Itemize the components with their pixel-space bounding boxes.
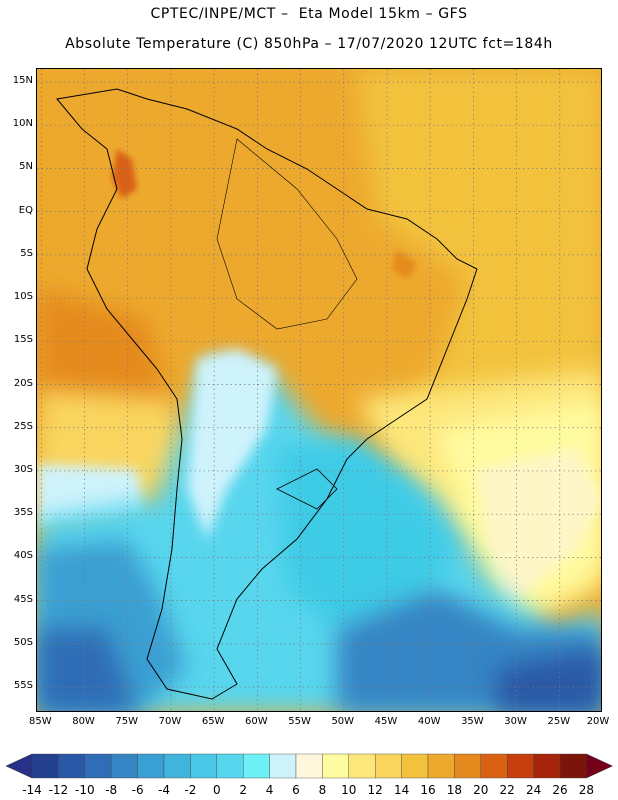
colorbar-swatch-18 [507, 753, 534, 779]
colorbar-arrow-high [586, 753, 613, 779]
lat-label-35S: 35S [13, 507, 33, 519]
colorbar-swatch-10 [295, 753, 323, 779]
colorbar-label-13: 12 [367, 783, 383, 797]
colorbar-label-16: 18 [446, 783, 463, 797]
colorbar-swatch-14 [401, 753, 429, 779]
colorbar-swatch-5 [163, 753, 191, 779]
lat-label-20S: 20S [13, 377, 33, 389]
colorbar-label-18: 22 [499, 783, 515, 797]
map-canvas [37, 69, 601, 711]
chart-title: CPTEC/INPE/MCT – Eta Model 15km – GFS [150, 6, 468, 22]
lat-lon-grid [37, 69, 601, 711]
colorbar-swatch-20 [559, 753, 587, 779]
colorbar-swatch-9 [269, 753, 297, 779]
lat-label-10S: 10S [13, 291, 33, 303]
lon-label-60W: 60W [245, 716, 268, 727]
colorbar-swatch-4 [137, 753, 165, 779]
andes-hot-spot [112, 149, 137, 199]
lon-label-50W: 50W [331, 716, 355, 727]
colorbar-swatch-1 [58, 753, 86, 779]
lon-label-55W: 55W [288, 716, 311, 727]
lon-label-35W: 35W [461, 716, 484, 727]
colorbar-label-9: 4 [265, 783, 274, 797]
colorbar-label-3: -8 [105, 783, 118, 797]
northeast-hot-spot [392, 249, 417, 279]
colorbar-label-14: 14 [393, 783, 410, 797]
colorbar-swatch-13 [375, 753, 402, 779]
lat-label-45S: 45S [13, 593, 33, 605]
colorbar-label-19: 24 [525, 783, 542, 797]
lat-label-5N: 5N [19, 161, 33, 173]
colorbar-label-7: 0 [212, 783, 221, 797]
brazil-border [216, 138, 358, 330]
chart-subtitle: Absolute Temperature (C) 850hPa – 17/07/… [65, 36, 553, 52]
temperature-colorbar [5, 753, 613, 779]
lon-label-25W: 25W [547, 716, 571, 727]
colorbar-swatch-0 [31, 753, 59, 779]
lon-label-20W: 20W [586, 716, 610, 727]
far-south-cold [497, 649, 601, 711]
colorbar-swatch-8 [242, 753, 270, 779]
colorbar-label-6: -2 [184, 783, 197, 797]
colorbar-swatch-11 [322, 753, 349, 779]
colorbar-label-17: 20 [473, 783, 489, 797]
lat-label-30S: 30S [13, 463, 33, 475]
lat-label-EQ: EQ [18, 204, 33, 216]
lat-label-15N: 15N [12, 74, 33, 86]
colorbar-label-8: 2 [239, 783, 247, 797]
colorbar-label-15: 16 [420, 783, 436, 797]
south-america-coastline [56, 88, 478, 700]
colorbar-label-0: -14 [22, 783, 42, 797]
lon-label-45W: 45W [374, 716, 398, 727]
lon-label-70W: 70W [158, 716, 182, 727]
lat-label-15S: 15S [13, 334, 33, 346]
colorbar-swatch-17 [480, 753, 508, 779]
colorbar-swatch-15 [427, 753, 455, 779]
colorbar-label-1: -12 [48, 783, 69, 797]
lon-label-85W: 85W [29, 716, 52, 727]
colorbar-label-12: 10 [341, 783, 357, 797]
colorbar-label-2: -10 [74, 783, 95, 797]
lat-label-50S: 50S [13, 636, 33, 648]
colorbar-swatch-3 [110, 753, 138, 779]
lon-label-40W: 40W [417, 716, 441, 727]
lat-label-10N: 10N [12, 118, 33, 130]
lon-label-75W: 75W [115, 716, 139, 727]
warm-tongue [477, 449, 601, 609]
colorbar-label-20: 26 [552, 783, 568, 797]
colorbar-swatch-12 [348, 753, 376, 779]
lat-label-5S: 5S [20, 247, 33, 259]
colorbar-swatch-7 [216, 753, 244, 779]
colorbar-arrow-low [5, 753, 33, 779]
colorbar-label-5: -4 [158, 783, 170, 797]
temperature-map[interactable] [36, 68, 602, 712]
andes-pale-zone [187, 349, 277, 539]
lat-label-40S: 40S [13, 550, 33, 562]
lon-label-65W: 65W [201, 716, 225, 727]
colorbar-swatch-6 [190, 753, 217, 779]
colorbar-swatch-19 [533, 753, 561, 779]
deep-cold-pacific [37, 629, 137, 711]
lon-label-80W: 80W [72, 716, 95, 727]
colorbar-label-21: 28 [578, 783, 595, 797]
colorbar-label-10: 6 [292, 783, 300, 797]
colorbar-label-11: 8 [318, 783, 327, 797]
colorbar-swatch-16 [454, 753, 481, 779]
lat-label-25S: 25S [13, 420, 33, 432]
colorbar-swatch-2 [84, 753, 112, 779]
south-atlantic-cold [277, 439, 457, 629]
lon-label-30W: 30W [504, 716, 527, 727]
uruguay-border [276, 468, 338, 510]
colorbar-label-4: -6 [131, 783, 144, 797]
lat-label-55S: 55S [13, 680, 33, 692]
